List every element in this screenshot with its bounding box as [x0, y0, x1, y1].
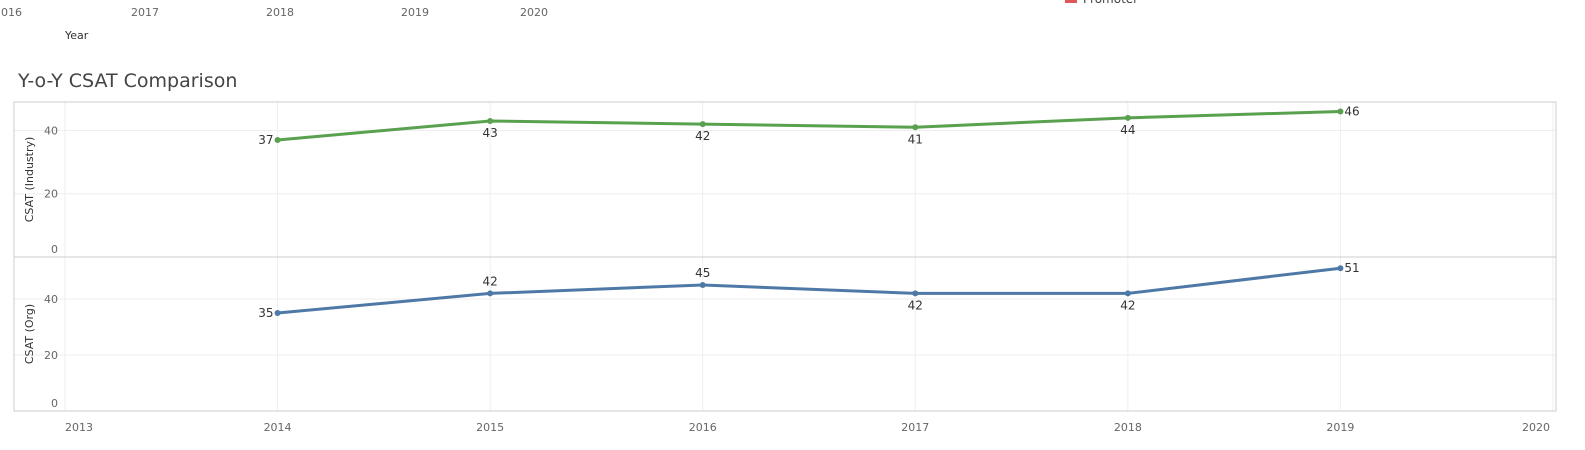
data-label: 35 — [258, 306, 273, 320]
data-label: 42 — [908, 298, 923, 312]
point — [912, 124, 919, 131]
data-label: 43 — [483, 126, 498, 140]
x-tick-label: 2019 — [1326, 421, 1354, 434]
series-line — [277, 266, 1341, 315]
y-axis-label: CSAT (Industry) — [23, 137, 36, 223]
x-tick-label: 2020 — [1522, 421, 1550, 434]
y-tick-label: 0 — [51, 397, 58, 410]
point — [1337, 265, 1344, 272]
data-label: 41 — [908, 132, 923, 146]
chart-title: Y-o-Y CSAT Comparison — [17, 70, 237, 92]
point — [274, 136, 281, 143]
prev-x-axis-label: Year — [64, 29, 89, 42]
data-label: 42 — [695, 129, 710, 143]
prev-x-tick-label: 2019 — [401, 6, 429, 19]
pane-frame — [13, 256, 1557, 412]
prev-x-tick-label: 2017 — [131, 6, 159, 19]
data-label: 42 — [483, 274, 498, 288]
legend-label: Promoter — [1083, 0, 1138, 6]
data-label: 44 — [1120, 123, 1135, 137]
legend-swatch — [1065, 0, 1077, 3]
prev-x-tick-label: 2018 — [266, 6, 294, 19]
x-tick-label: 2014 — [264, 421, 292, 434]
data-label: 46 — [1344, 104, 1359, 118]
x-tick-label: 2017 — [901, 421, 929, 434]
y-tick-label: 20 — [44, 188, 58, 201]
x-tick-label: 2013 — [65, 421, 93, 434]
data-label: 45 — [695, 266, 710, 280]
series-line — [277, 109, 1341, 142]
point — [699, 121, 706, 128]
x-tick-label: 2018 — [1114, 421, 1142, 434]
point — [274, 310, 281, 316]
prev-x-tick-label: 2020 — [520, 6, 548, 19]
y-tick-label: 40 — [44, 293, 58, 306]
point — [487, 290, 494, 297]
point — [699, 282, 706, 288]
data-label: 42 — [1120, 298, 1135, 312]
point — [487, 117, 494, 124]
y-tick-label: 20 — [44, 349, 58, 362]
x-tick-label: 2016 — [689, 421, 717, 434]
x-tick-label: 2015 — [476, 421, 504, 434]
point — [912, 290, 919, 297]
y-tick-label: 0 — [51, 243, 58, 256]
data-label: 51 — [1344, 261, 1359, 275]
point — [1124, 290, 1131, 297]
y-tick-label: 40 — [44, 124, 58, 137]
y-axis-label: CSAT (Org) — [23, 304, 36, 364]
point — [1337, 108, 1344, 115]
data-label: 37 — [258, 133, 273, 147]
prev-x-tick-label: 2016 — [0, 6, 22, 19]
point — [1124, 114, 1131, 121]
